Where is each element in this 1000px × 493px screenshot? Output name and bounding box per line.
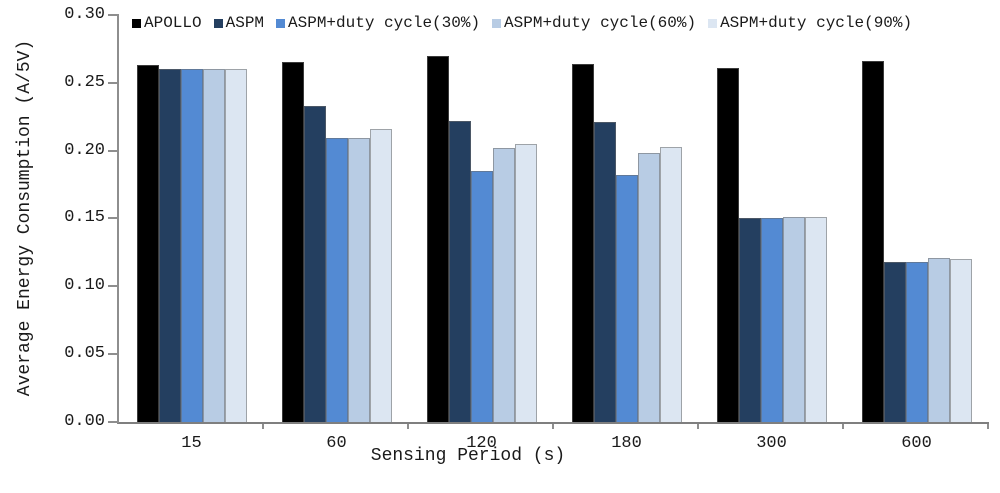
bar xyxy=(571,64,594,422)
x-tick-label: 15 xyxy=(181,434,202,453)
bar xyxy=(615,175,638,422)
bar xyxy=(593,122,616,422)
x-axis-tick xyxy=(552,424,554,429)
bar xyxy=(325,138,348,422)
y-axis-tick xyxy=(108,82,119,84)
x-axis-tick xyxy=(697,424,699,429)
legend-item: ASPM xyxy=(213,14,265,32)
y-tick-label: 0.10 xyxy=(64,276,105,295)
x-tick-label: 600 xyxy=(901,434,932,453)
y-tick-label: 0.00 xyxy=(64,412,105,431)
legend-swatch-icon xyxy=(492,18,502,28)
bar xyxy=(760,218,783,422)
bar-group xyxy=(119,15,264,422)
bar xyxy=(448,121,471,422)
x-tick-label: 60 xyxy=(326,434,347,453)
y-axis-tick xyxy=(108,353,119,355)
legend-swatch-icon xyxy=(213,18,223,28)
bar xyxy=(637,153,660,422)
bar-group xyxy=(844,15,989,422)
legend-item: ASPM+duty cycle(90%) xyxy=(708,14,912,32)
bar xyxy=(659,147,682,422)
legend-swatch-icon xyxy=(276,18,286,28)
bar xyxy=(224,69,247,422)
bar-group xyxy=(409,15,554,422)
bar-group xyxy=(554,15,699,422)
bar xyxy=(492,148,515,422)
x-axis-tick xyxy=(842,424,844,429)
bar xyxy=(426,56,449,422)
legend-label: ASPM+duty cycle(60%) xyxy=(504,14,697,32)
y-tick-label: 0.30 xyxy=(64,5,105,24)
bar xyxy=(905,262,928,422)
legend-swatch-icon xyxy=(708,18,718,28)
y-tick-label: 0.20 xyxy=(64,141,105,160)
legend-item: APOLLO xyxy=(132,14,202,32)
y-axis-tick xyxy=(108,14,119,16)
x-tick-label: 180 xyxy=(611,434,642,453)
legend-label: ASPM+duty cycle(30%) xyxy=(288,14,481,32)
bar xyxy=(804,217,827,422)
bar xyxy=(883,262,906,422)
legend-label: ASPM xyxy=(225,14,265,32)
bar-group xyxy=(264,15,409,422)
y-tick-label: 0.25 xyxy=(64,73,105,92)
y-axis-title: Average Energy Consumption (A/5V) xyxy=(15,39,35,397)
y-axis-tick xyxy=(108,217,119,219)
x-axis-tick xyxy=(407,424,409,429)
bar xyxy=(738,218,761,422)
legend: APOLLO ASPM ASPM+duty cycle(30%) ASPM+duty … xyxy=(132,12,912,34)
bar xyxy=(180,69,203,422)
bar xyxy=(369,129,392,422)
plot-area: APOLLO ASPM ASPM+duty cycle(30%) ASPM+duty … xyxy=(64,5,989,453)
bar xyxy=(927,258,950,422)
x-axis-title: Sensing Period (s) xyxy=(370,446,566,466)
bar xyxy=(861,61,884,422)
bar-group xyxy=(699,15,844,422)
x-tick-label: 300 xyxy=(756,434,787,453)
x-axis-tick xyxy=(262,424,264,429)
legend-label: ASPM+duty cycle(90%) xyxy=(720,14,913,32)
legend-swatch-icon xyxy=(132,18,141,28)
y-axis-tick xyxy=(108,150,119,152)
bar xyxy=(202,69,225,422)
bar xyxy=(514,144,537,422)
bar xyxy=(136,65,159,422)
y-axis-tick xyxy=(108,285,119,287)
bar xyxy=(470,171,493,422)
y-tick-label: 0.15 xyxy=(64,208,105,227)
x-axis-tick xyxy=(987,424,989,429)
legend-item: ASPM+duty cycle(60%) xyxy=(492,14,696,32)
bar xyxy=(303,106,326,422)
bar xyxy=(347,138,370,422)
bar xyxy=(158,69,181,422)
y-axis-tick xyxy=(108,421,119,423)
legend-item: ASPM+duty cycle(30%) xyxy=(276,14,480,32)
bar xyxy=(949,259,972,422)
x-tick-label: 120 xyxy=(466,434,497,453)
legend-label: APOLLO xyxy=(144,14,202,32)
bar xyxy=(281,62,304,422)
bar xyxy=(782,217,805,422)
y-tick-label: 0.05 xyxy=(64,344,105,363)
bar xyxy=(716,68,739,422)
